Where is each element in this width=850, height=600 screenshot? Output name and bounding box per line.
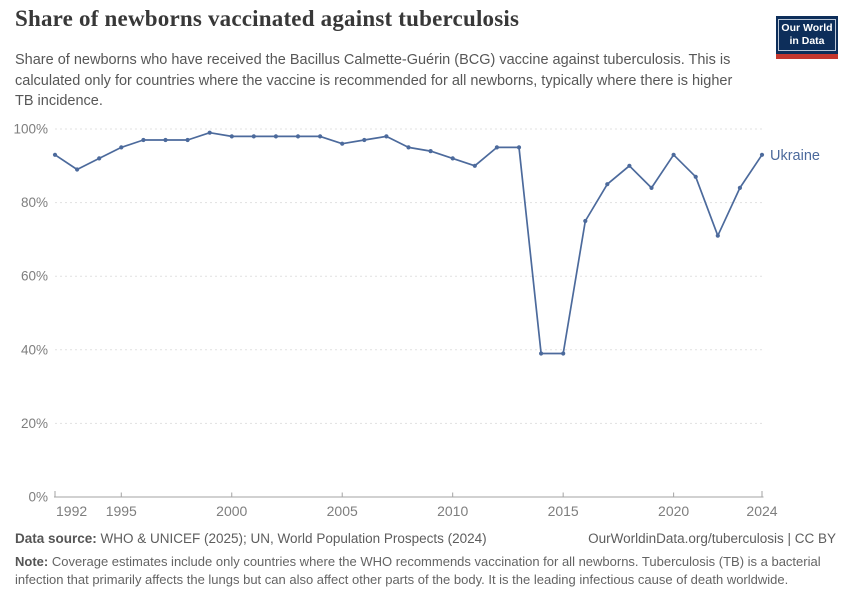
data-point[interactable]: [737, 185, 743, 190]
data-source-label: Data source:: [15, 531, 97, 546]
data-point[interactable]: [119, 145, 124, 150]
y-tick-label: 100%: [13, 122, 48, 137]
x-tick-label: 2010: [437, 503, 468, 519]
x-tick-label: 2020: [658, 503, 689, 519]
x-tick-label: 2000: [216, 503, 247, 519]
series-line-ukraine[interactable]: [54, 131, 763, 355]
data-point[interactable]: [539, 351, 544, 356]
y-tick-label: 20%: [21, 416, 48, 431]
footer-note: Note: Coverage estimates include only co…: [15, 553, 836, 589]
owid-logo-box: Our World in Data: [776, 16, 838, 54]
data-source-text: WHO & UNICEF (2025); UN, World Populatio…: [96, 531, 487, 546]
chart-footer: Data source: WHO & UNICEF (2025); UN, Wo…: [15, 531, 836, 589]
data-point[interactable]: [494, 145, 499, 150]
owid-logo-line1: Our World: [781, 22, 833, 34]
data-point[interactable]: [163, 137, 168, 143]
data-source: Data source: WHO & UNICEF (2025); UN, Wo…: [15, 531, 487, 546]
x-tick-label: 1995: [106, 503, 137, 519]
data-point[interactable]: [273, 134, 278, 139]
x-tick-label: 1992: [56, 503, 87, 519]
data-point[interactable]: [472, 163, 477, 168]
data-point[interactable]: [52, 152, 58, 157]
y-tick-label: 0%: [28, 490, 48, 505]
data-point[interactable]: [715, 233, 720, 238]
data-point[interactable]: [141, 137, 146, 143]
data-point[interactable]: [516, 145, 522, 150]
series-label-ukraine[interactable]: Ukraine: [770, 148, 820, 164]
y-tick-label: 40%: [21, 342, 48, 357]
x-tick-label: 2005: [327, 503, 358, 519]
data-point[interactable]: [693, 174, 698, 179]
data-point[interactable]: [340, 141, 345, 146]
data-point[interactable]: [671, 152, 676, 157]
x-tick-label: 2024: [746, 503, 777, 519]
data-point[interactable]: [384, 134, 389, 139]
data-point[interactable]: [185, 137, 190, 143]
y-tick-label: 80%: [21, 195, 48, 210]
data-point[interactable]: [251, 134, 256, 139]
chart-subtitle: Share of newborns who have received the …: [15, 52, 733, 110]
y-tick-label: 60%: [21, 269, 48, 284]
data-point[interactable]: [406, 145, 411, 150]
data-point[interactable]: [627, 163, 632, 168]
owid-url-link[interactable]: OurWorldinData.org/tuberculosis | CC BY: [588, 531, 836, 546]
owid-logo-text: Our World in Data: [778, 19, 836, 51]
data-point[interactable]: [561, 351, 566, 356]
page-title: Share of newborns vaccinated against tub…: [15, 6, 520, 31]
data-point[interactable]: [229, 134, 234, 139]
x-tick-label: 2015: [548, 503, 579, 519]
owid-logo[interactable]: Our World in Data: [776, 16, 838, 59]
data-point[interactable]: [75, 167, 80, 172]
data-point[interactable]: [428, 149, 433, 154]
data-point[interactable]: [759, 152, 765, 157]
footer-note-text: Coverage estimates include only countrie…: [15, 554, 821, 587]
data-point[interactable]: [649, 185, 654, 190]
data-point[interactable]: [207, 130, 212, 135]
footer-note-label: Note:: [15, 554, 49, 569]
owid-logo-line2: in Data: [789, 34, 825, 47]
owid-logo-stripe: [776, 53, 838, 59]
data-point[interactable]: [583, 218, 588, 224]
data-point[interactable]: [450, 156, 455, 161]
data-point[interactable]: [318, 134, 323, 139]
data-point[interactable]: [362, 137, 367, 143]
data-point[interactable]: [605, 182, 610, 187]
data-point[interactable]: [97, 156, 102, 161]
data-point[interactable]: [295, 134, 301, 139]
